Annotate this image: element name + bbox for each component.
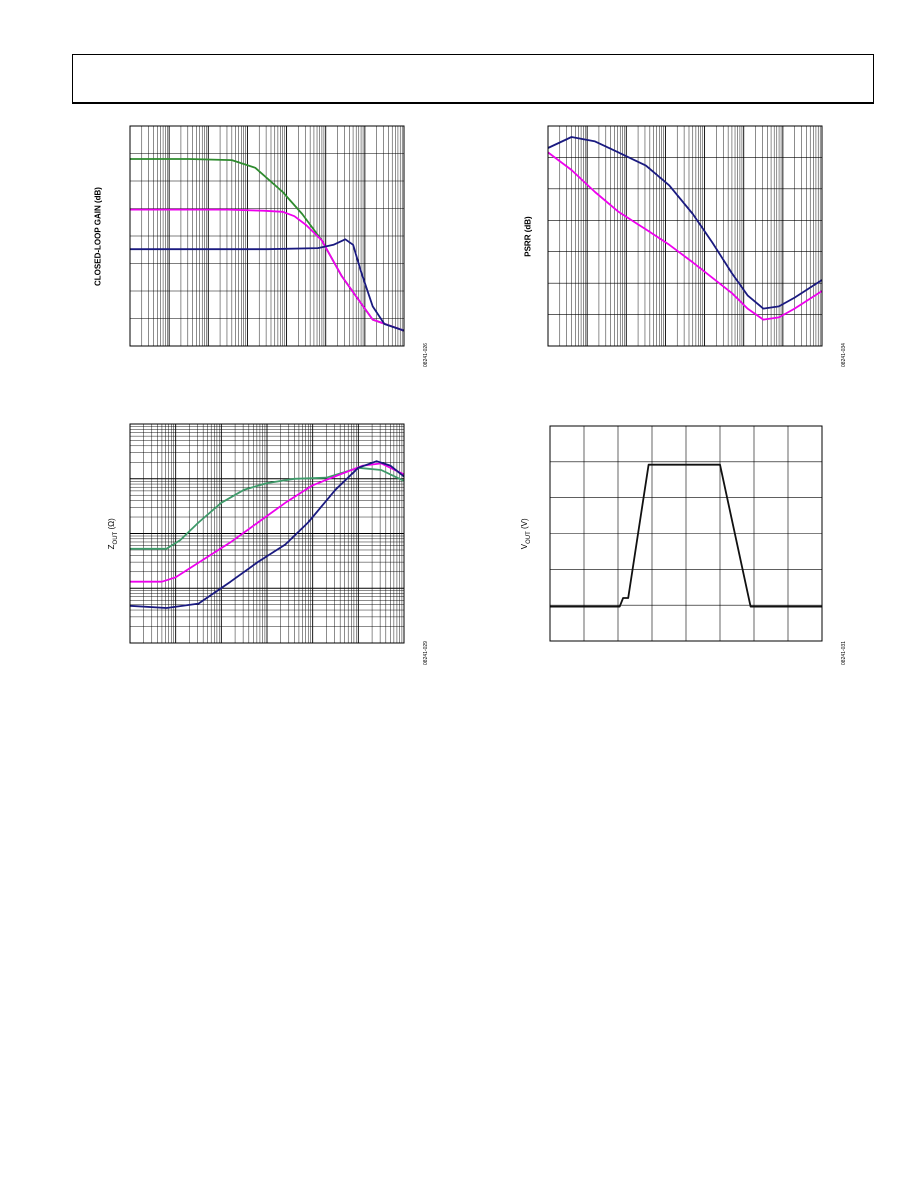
grid — [129, 126, 404, 346]
ylabel-sub: OUT — [112, 531, 119, 545]
vout-plot — [549, 425, 823, 642]
plot-frame — [549, 425, 823, 642]
ylabel-sub: OUT — [525, 531, 532, 544]
figure-number: 08241-029 — [423, 641, 429, 665]
series-line-2 — [130, 238, 405, 332]
y-axis-label: VOUT (V) — [520, 504, 532, 564]
grid — [129, 424, 404, 644]
ylabel-main: V — [520, 543, 530, 550]
y-axis-label: CLOSED-LOOP GAIN (dB) — [93, 187, 103, 286]
grid — [547, 126, 822, 346]
ylabel-unit: (Ω) — [107, 518, 117, 532]
figure-number: 08241-034 — [841, 343, 847, 367]
series-line-1 — [130, 208, 405, 332]
plot-frame — [547, 125, 823, 347]
grid — [550, 426, 822, 641]
zout-plot — [129, 423, 405, 644]
ylabel-unit: (V) — [520, 518, 530, 532]
y-axis-label: ZOUT (Ω) — [107, 509, 119, 559]
psrr-plot — [547, 125, 823, 347]
y-axis-label: PSRR (dB) — [523, 216, 533, 257]
series-line-0 — [550, 463, 822, 608]
series-line-2 — [129, 460, 405, 609]
plot-frame — [129, 125, 405, 347]
series-line-0 — [130, 466, 405, 550]
closed-loop-gain-plot — [129, 125, 405, 347]
figure-number: 08241-026 — [423, 343, 429, 367]
plot-frame — [129, 423, 405, 644]
page-header-frame — [72, 54, 874, 104]
series-line-1 — [547, 151, 823, 321]
ylabel-main: Z — [107, 544, 117, 550]
series-line-0 — [547, 136, 823, 310]
figure-number: 08241-031 — [841, 641, 847, 665]
